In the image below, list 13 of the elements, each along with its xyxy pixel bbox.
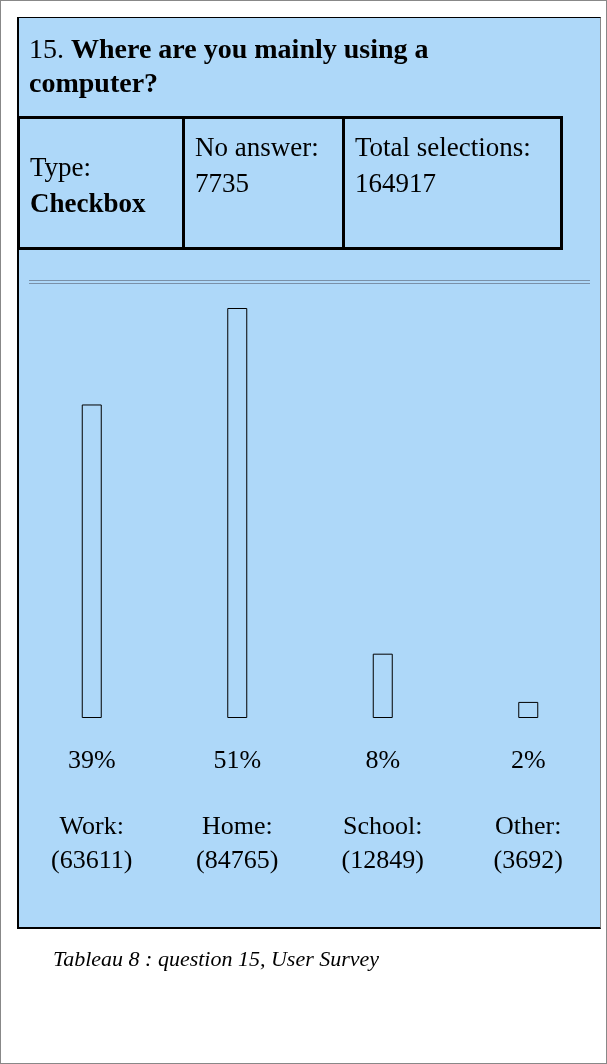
x-tick-label: Home: (84765) <box>196 810 279 874</box>
data-label: 39% <box>67 744 116 774</box>
chart-title: 15. Where are you mainly using a computer? <box>28 32 430 100</box>
data-label: 51% <box>213 744 262 774</box>
x-tick-label: School: (12849) <box>341 810 424 874</box>
data-label: 2% <box>510 744 546 774</box>
data-label: 8% <box>365 744 401 774</box>
text: Tableau 8 : question 15, User Survey <box>52 945 381 973</box>
x-tick-label: Other: (3692) <box>493 810 563 874</box>
text: Type: Checkbox <box>17 116 185 250</box>
text: Total selections: 164917 <box>345 116 563 250</box>
x-tick-label: Work: (63611) <box>51 810 133 874</box>
text: No answer: 7735 <box>185 116 345 250</box>
